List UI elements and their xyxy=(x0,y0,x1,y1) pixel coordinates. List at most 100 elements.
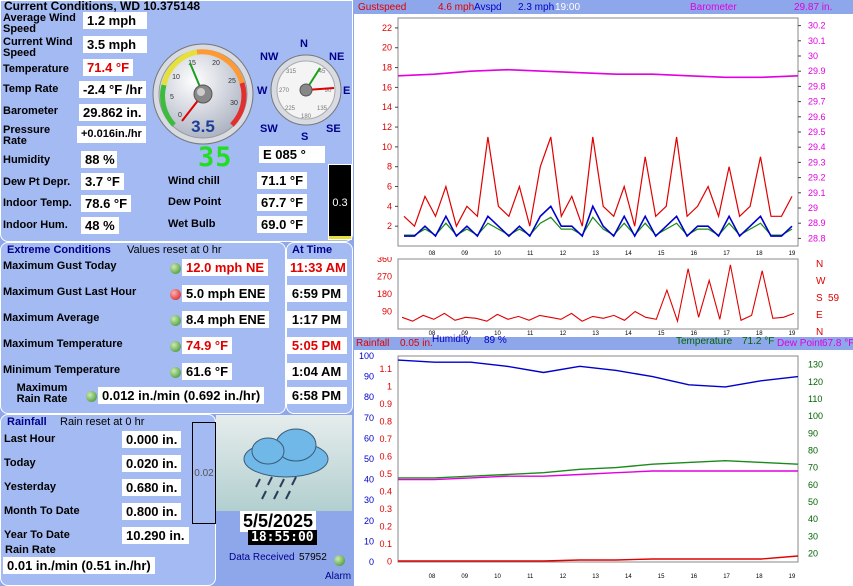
extreme-row-indicator[interactable] xyxy=(170,341,181,352)
extreme-row-value: 8.4 mph ENE xyxy=(182,311,270,328)
gauge-tick-5: 5 xyxy=(170,94,174,101)
x-tick-label: 10 xyxy=(494,251,501,257)
y-rain-tick-label: 0.3 xyxy=(379,504,392,514)
compass-n: N xyxy=(300,38,308,50)
chart3-legend-rain-label: Rainfall xyxy=(356,338,390,349)
y-right-tick-label: 29.5 xyxy=(808,127,826,137)
gauge-speed-value: 3.5 xyxy=(191,117,215,136)
x-tick-label: 10 xyxy=(494,331,501,337)
chart3-legend-rain-value: 0.05 in. xyxy=(400,338,433,349)
series-rainfall xyxy=(398,555,799,562)
extreme-row-indicator[interactable] xyxy=(170,289,181,300)
y-left-tick-label: 14 xyxy=(382,102,392,112)
rain-row-label: Year To Date xyxy=(4,529,70,541)
y-right-tick-label: 60 xyxy=(808,480,818,490)
climate-chart: 10090807060504030201001.110.90.80.70.60.… xyxy=(359,351,823,580)
y-right-tick-label: 29.9 xyxy=(808,66,826,76)
compass-tick-180: 180 xyxy=(301,114,312,120)
extreme-row-value: 0.012 in./min (0.692 in./hr) xyxy=(98,387,265,404)
rain-bar-gauge: 0.02 xyxy=(192,422,216,524)
x-tick-label: 12 xyxy=(560,331,567,337)
rain-row-label: Last Hour xyxy=(4,433,56,445)
cur-wind-value: 3.5 mph xyxy=(83,36,147,53)
x-tick-label: 14 xyxy=(625,251,632,257)
x-tick-label: 09 xyxy=(461,331,468,337)
rain-rate-label: Rain Rate xyxy=(5,544,56,556)
extreme-row-label: Minimum Temperature xyxy=(3,364,121,376)
chart3-legend-bar xyxy=(354,337,853,350)
y-left-tick-label: 360 xyxy=(377,257,392,264)
cur-wind-label: Current Wind Speed xyxy=(3,36,73,59)
gauge-tick-30: 30 xyxy=(230,100,238,107)
alarm-indicator[interactable] xyxy=(334,555,345,566)
rain-reset: Rain reset at 0 hr xyxy=(60,416,145,428)
extreme-row-indicator[interactable] xyxy=(170,367,181,378)
rain-row-value: 0.800 in. xyxy=(122,503,182,520)
wind-speed-gauge: 0 5 10 15 20 25 30 3.5 xyxy=(152,43,254,145)
y-right-tick-label: 29.1 xyxy=(808,188,826,198)
y-left-tick-label: 80 xyxy=(364,392,374,402)
rain-row-value: 10.290 in. xyxy=(122,527,189,544)
extreme-row-value: 5.0 mph ENE xyxy=(182,285,270,302)
series-gustspeed xyxy=(403,136,793,228)
x-tick-label: 16 xyxy=(690,251,697,257)
chart3-legend-temp-label: Temperature xyxy=(676,336,733,347)
x-tick-label: 10 xyxy=(494,574,501,580)
x-tick-label: 13 xyxy=(592,574,599,580)
data-received-label: Data Received xyxy=(229,552,295,563)
compass-tick-270: 270 xyxy=(279,88,290,94)
extreme-row-value: 12.0 mph NE xyxy=(182,259,269,276)
rain-bar-value: 0.02 xyxy=(194,468,214,479)
y-left-tick-label: 16 xyxy=(382,82,392,92)
extreme-row-indicator[interactable] xyxy=(170,315,181,326)
small-bar-fill xyxy=(329,236,351,239)
y-right-tick-label: 50 xyxy=(808,497,818,507)
plot-area xyxy=(397,355,799,563)
y-left-tick-label: 30 xyxy=(364,495,374,505)
compass-sw: SW xyxy=(260,123,278,135)
chart3-legend-hum-label: Humidity xyxy=(432,334,471,345)
x-tick-label: 18 xyxy=(756,331,763,337)
hum-label: Humidity xyxy=(3,154,51,166)
compass-tick-45: 45 xyxy=(319,69,326,75)
x-tick-label: 18 xyxy=(756,251,763,257)
y-left-tick-label: 2 xyxy=(387,221,392,231)
y-right-tick-label: 30.1 xyxy=(808,36,826,46)
dewdep-label: Dew Pt Depr. xyxy=(3,176,71,188)
extreme-reset: Values reset at 0 hr xyxy=(127,244,222,256)
chart1-legend-time: 19:00 xyxy=(555,2,581,13)
series-barometer xyxy=(397,68,799,79)
extreme-row-time: 6:58 PM xyxy=(286,387,347,404)
wetbulb-value: 69.0 °F xyxy=(257,216,308,233)
x-tick-label: 19 xyxy=(789,331,796,337)
y-left-tick-label: 6 xyxy=(387,182,392,192)
x-tick-label: 08 xyxy=(429,574,436,580)
y-right-tick-label: 29.3 xyxy=(808,157,826,167)
y-left-tick-label: 0 xyxy=(369,557,374,567)
y-rain-tick-label: 0.8 xyxy=(379,417,392,427)
compass-tick-225: 225 xyxy=(285,106,296,112)
compass-w: W xyxy=(257,85,268,97)
data-received-value: 57952 xyxy=(299,552,327,563)
x-tick-label: 13 xyxy=(592,251,599,257)
y-left-tick-label: 70 xyxy=(364,413,374,423)
chart3-legend-dew-label: Dew Point xyxy=(777,338,823,349)
extreme-row-time: 1:04 AM xyxy=(286,363,347,380)
series-avspd xyxy=(404,204,793,238)
compass-e: E xyxy=(343,85,351,97)
y-right-tick-label: 110 xyxy=(808,394,822,404)
small-bar-value: 0.3 xyxy=(332,197,348,209)
small-bar-gauge: 0.3 xyxy=(328,164,352,240)
y-left-tick-label: 50 xyxy=(364,454,374,464)
y-right-tick-label: 30 xyxy=(808,51,818,61)
panel-title: Current Conditions, WD 10.375148 xyxy=(4,0,201,13)
extreme-header: Extreme Conditions xyxy=(7,244,111,256)
compass-se: SE xyxy=(326,123,341,135)
compass-label: N xyxy=(816,259,823,270)
windchill-value: 71.1 °F xyxy=(257,172,308,189)
extreme-row-indicator[interactable] xyxy=(86,391,97,402)
extreme-row-indicator[interactable] xyxy=(170,263,181,274)
y-right-tick-label: 30 xyxy=(808,531,818,541)
compass-label: N xyxy=(816,327,823,337)
baro-value: 29.862 in. xyxy=(79,104,146,121)
